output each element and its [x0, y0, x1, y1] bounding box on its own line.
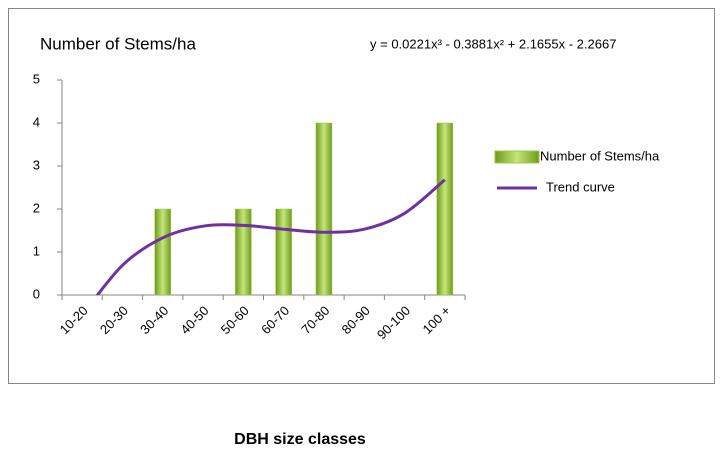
- trend-line: [95, 178, 446, 295]
- y-tick-label: 4: [33, 114, 40, 129]
- trend-equation: y = 0.0221x³ - 0.3881x² + 2.1655x - 2.26…: [370, 36, 616, 51]
- bar: [436, 122, 454, 296]
- chart-frame: [8, 8, 715, 384]
- chart-title: Number of Stems/ha: [40, 34, 196, 53]
- legend-label: Number of Stems/ha: [540, 148, 660, 163]
- bar: [315, 122, 333, 296]
- bar: [275, 208, 292, 296]
- y-tick-label: 0: [33, 286, 40, 301]
- bar: [154, 208, 171, 296]
- y-tick-label: 3: [33, 157, 40, 172]
- x-axis-label: DBH size classes: [234, 431, 366, 448]
- legend-swatch: [494, 150, 540, 164]
- y-tick-label: 1: [33, 243, 40, 258]
- bar: [235, 208, 252, 296]
- y-tick-label: 5: [33, 71, 40, 86]
- y-tick-label: 2: [33, 200, 40, 215]
- legend-label: Trend curve: [546, 179, 615, 194]
